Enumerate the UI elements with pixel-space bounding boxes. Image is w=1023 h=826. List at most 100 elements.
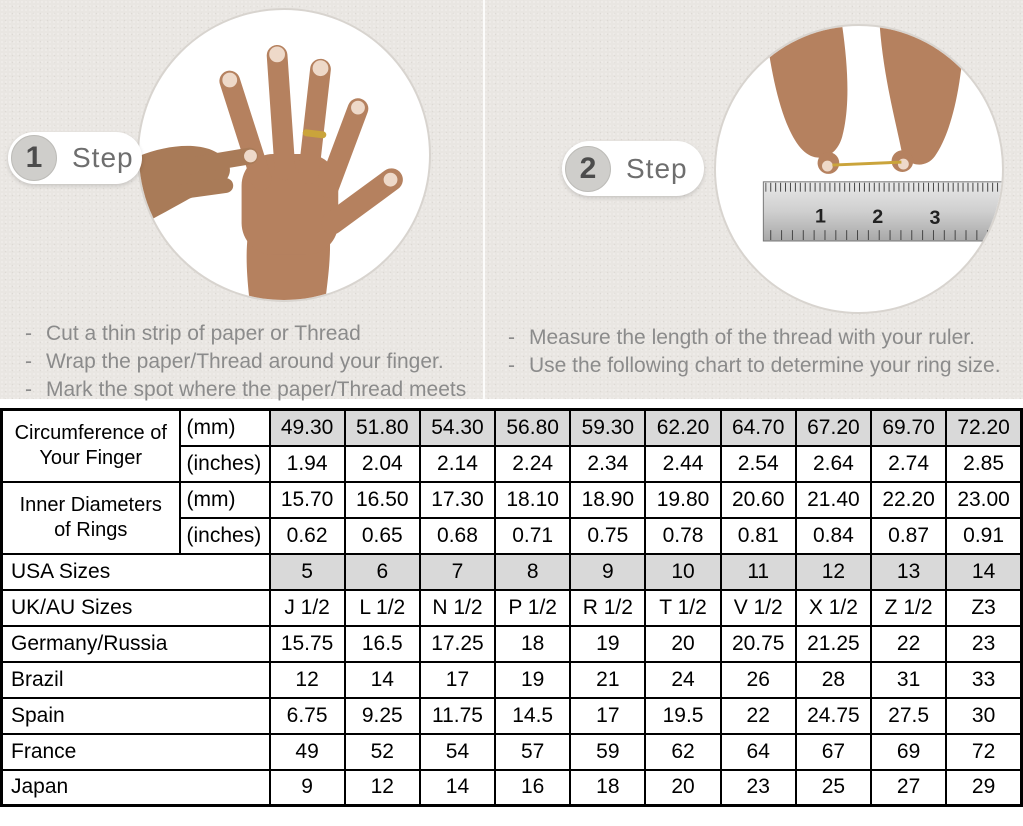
table-cell: 20	[644, 768, 722, 807]
table-cell: 67	[794, 732, 873, 771]
ring-size-table-body: Circumference of Your Finger (mm) 49.30 51.…	[0, 408, 1023, 807]
table-cell: 22	[869, 624, 948, 663]
table-cell: 10	[644, 552, 722, 591]
step2-instructions: - Measure the length of the thread with …	[505, 324, 1001, 380]
table-cell: 54	[418, 732, 497, 771]
table-cell: 17.30	[418, 480, 497, 519]
table-cell: 6.75	[268, 696, 346, 735]
table-cell: 64	[719, 732, 797, 771]
table-cell: 19	[569, 624, 647, 663]
svg-text:3: 3	[929, 207, 940, 229]
step1-instructions: - Cut a thin strip of paper or Thread - …	[22, 320, 466, 404]
table-cell: 62.20	[644, 408, 722, 447]
table-cell: 11.75	[418, 696, 497, 735]
table-cell: 2.85	[945, 444, 1023, 483]
unit-label: (mm)	[178, 480, 271, 519]
ruler-illustration: 1 2 3	[762, 26, 1002, 242]
unit-label: (inches)	[178, 444, 271, 483]
table-cell: 49.30	[268, 408, 346, 447]
table-cell: 19	[494, 660, 572, 699]
table-cell: 23	[945, 624, 1023, 663]
table-cell: 27	[869, 768, 948, 807]
table-row: France 49 52 54 57 59 62 64 67 69 72	[0, 732, 1023, 771]
table-cell: 0.81	[719, 516, 797, 555]
table-cell: 20	[644, 624, 722, 663]
table-cell: 17	[418, 660, 497, 699]
table-cell: 2.44	[644, 444, 722, 483]
table-cell: J 1/2	[268, 588, 346, 627]
table-cell: X 1/2	[794, 588, 873, 627]
table-row: Japan 9 12 14 16 18 20 23 25 27 29	[0, 768, 1023, 807]
table-cell: 56.80	[494, 408, 572, 447]
table-cell: 2.74	[869, 444, 948, 483]
table-cell: 2.34	[569, 444, 647, 483]
table-cell: 25	[794, 768, 873, 807]
table-cell: 16.50	[343, 480, 421, 519]
table-cell: Z3	[945, 588, 1023, 627]
table-cell: 12	[343, 768, 421, 807]
table-cell: R 1/2	[569, 588, 647, 627]
unit-label: (inches)	[178, 516, 271, 555]
table-cell: 2.64	[794, 444, 873, 483]
table-cell: 51.80	[343, 408, 421, 447]
table-cell: L 1/2	[343, 588, 421, 627]
instruction-line: - Mark the spot where the paper/Thread m…	[22, 376, 466, 404]
table-cell: 57	[494, 732, 572, 771]
table-cell: 0.71	[494, 516, 572, 555]
table-cell: 12	[268, 660, 346, 699]
table-cell: 19.80	[644, 480, 722, 519]
table-cell: 21.40	[794, 480, 873, 519]
table-cell: 26	[719, 660, 797, 699]
instruction-line: - Use the following chart to determine y…	[505, 352, 1001, 380]
row-label: UK/AU Sizes	[0, 588, 271, 627]
bullet-dash: -	[508, 326, 515, 349]
table-cell: 16.5	[343, 624, 421, 663]
table-cell: 23.00	[945, 480, 1023, 519]
instruction-line: - Measure the length of the thread with …	[505, 324, 1001, 352]
table-cell: 67.20	[794, 408, 873, 447]
table-cell: 52	[343, 732, 421, 771]
section-divider	[483, 0, 485, 399]
table-cell: 23	[719, 768, 797, 807]
table-cell: 69.70	[869, 408, 948, 447]
table-cell: 22	[719, 696, 797, 735]
table-cell: 69	[869, 732, 948, 771]
table-row: Inner Diameters of Rings (mm) 15.70 16.50 17…	[0, 480, 1023, 555]
table-row: Brazil 12 14 17 19 21 24 26 28 31 33	[0, 660, 1023, 699]
table-cell: 11	[719, 552, 797, 591]
instruction-text: Use the following chart to determine you…	[529, 354, 1001, 377]
table-cell: 0.75	[569, 516, 647, 555]
table-cell: 2.14	[418, 444, 497, 483]
instruction-text: Wrap the paper/Thread around your finger…	[46, 350, 444, 373]
table-cell: 0.78	[644, 516, 722, 555]
ring-size-table: Circumference of Your Finger (mm) 49.30 51.…	[0, 408, 1023, 807]
table-cell: 0.87	[869, 516, 948, 555]
table-cell: 14	[945, 552, 1023, 591]
table-cell: 12	[794, 552, 873, 591]
row-label: Japan	[0, 768, 271, 807]
bullet-dash: -	[25, 350, 32, 373]
table-cell: 20.75	[719, 624, 797, 663]
table-cell: 31	[869, 660, 948, 699]
table-cell: 72	[945, 732, 1023, 771]
table-cell: 15.70	[268, 480, 346, 519]
table-cell: 9	[569, 552, 647, 591]
table-cell: 9	[268, 768, 346, 807]
row-label: Brazil	[0, 660, 271, 699]
table-cell: 30	[945, 696, 1023, 735]
table-row: (inches) 1.94 2.04 2.14 2.24 2.34 2.44 2.54 2.64…	[2, 444, 1023, 483]
table-cell: 62	[644, 732, 722, 771]
bullet-dash: -	[25, 378, 32, 401]
table-cell: 16	[494, 768, 572, 807]
table-cell: 28	[794, 660, 873, 699]
row-group-label: Circumference of Your Finger	[0, 408, 181, 483]
table-cell: 0.68	[418, 516, 497, 555]
row-group-label: Inner Diameters of Rings	[0, 480, 181, 555]
row-label: France	[0, 732, 271, 771]
table-cell: 18	[569, 768, 647, 807]
table-cell: 18	[494, 624, 572, 663]
bullet-dash: -	[25, 322, 32, 345]
table-cell: 17.25	[418, 624, 497, 663]
table-row: USA Sizes 5 6 7 8 9 10 11 12 13 14	[0, 552, 1023, 591]
step2-label: Step	[626, 152, 688, 184]
